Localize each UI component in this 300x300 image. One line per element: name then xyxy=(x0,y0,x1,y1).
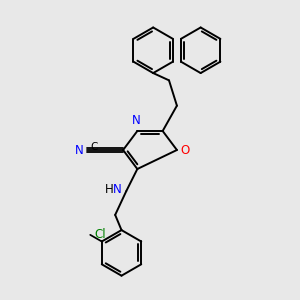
Text: O: O xyxy=(181,143,190,157)
Text: N: N xyxy=(131,114,140,127)
Text: Cl: Cl xyxy=(94,228,106,242)
Text: N: N xyxy=(75,143,84,157)
Text: H: H xyxy=(104,183,113,196)
Text: N: N xyxy=(113,183,122,196)
Text: C: C xyxy=(90,142,97,152)
